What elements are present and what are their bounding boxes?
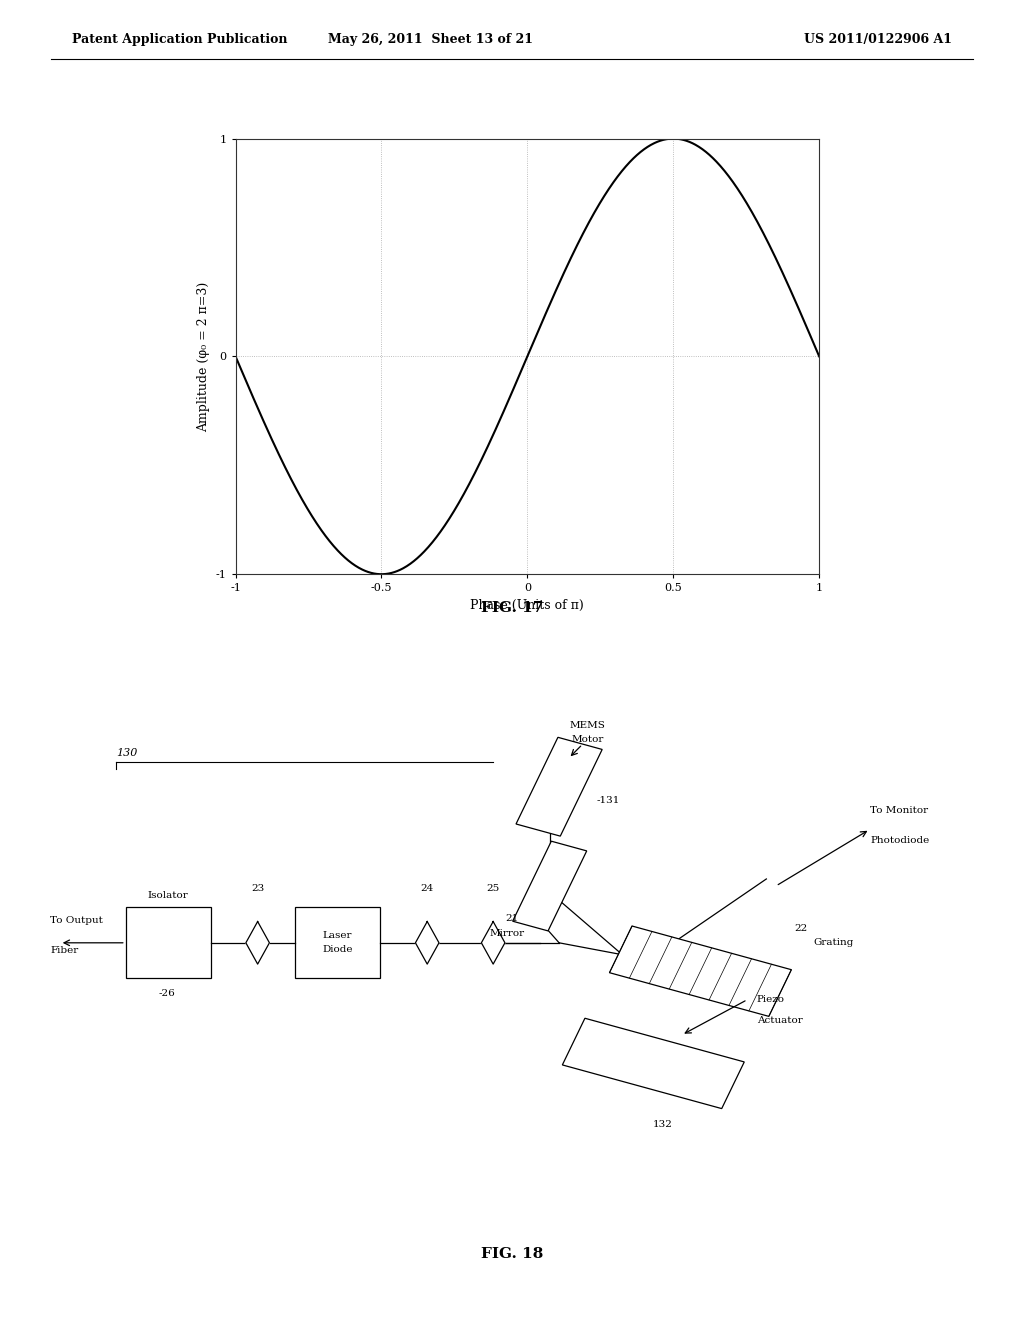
Text: Patent Application Publication: Patent Application Publication <box>72 33 287 46</box>
Text: Fiber: Fiber <box>50 946 79 956</box>
Polygon shape <box>481 921 505 964</box>
Text: Diode: Diode <box>323 945 353 954</box>
Text: Laser: Laser <box>323 931 352 940</box>
Polygon shape <box>609 927 792 1016</box>
Text: Actuator: Actuator <box>757 1016 803 1026</box>
Text: May 26, 2011  Sheet 13 of 21: May 26, 2011 Sheet 13 of 21 <box>328 33 532 46</box>
Y-axis label: Amplitude (φ₀ = 2 π=3): Amplitude (φ₀ = 2 π=3) <box>197 281 210 432</box>
Text: MEMS: MEMS <box>569 721 605 730</box>
Text: FIG. 18: FIG. 18 <box>481 1247 543 1262</box>
Text: Mirror: Mirror <box>489 929 525 937</box>
Text: To Monitor: To Monitor <box>870 807 928 816</box>
Polygon shape <box>562 1018 744 1109</box>
Text: FIG. 17: FIG. 17 <box>481 601 543 615</box>
Text: 24: 24 <box>421 884 434 894</box>
Text: 23: 23 <box>251 884 264 894</box>
FancyBboxPatch shape <box>295 907 380 978</box>
Text: Motor: Motor <box>571 735 603 744</box>
X-axis label: Phase (Units of π): Phase (Units of π) <box>470 599 585 611</box>
Text: Isolator: Isolator <box>147 891 188 900</box>
Text: 25: 25 <box>486 884 500 894</box>
Text: Grating: Grating <box>813 939 854 948</box>
Text: 130: 130 <box>117 748 137 758</box>
Text: -26: -26 <box>159 989 175 998</box>
Polygon shape <box>513 841 587 931</box>
Text: Piezo: Piezo <box>757 995 785 1005</box>
Text: 22: 22 <box>795 924 808 933</box>
Polygon shape <box>516 738 602 836</box>
Polygon shape <box>246 921 269 964</box>
Text: 21: 21 <box>506 915 518 924</box>
Text: Photodiode: Photodiode <box>870 837 929 845</box>
Text: -131: -131 <box>597 796 621 805</box>
Text: US 2011/0122906 A1: US 2011/0122906 A1 <box>804 33 952 46</box>
Text: To Output: To Output <box>50 916 103 925</box>
FancyBboxPatch shape <box>126 907 211 978</box>
Text: 132: 132 <box>652 1121 673 1129</box>
Polygon shape <box>416 921 439 964</box>
